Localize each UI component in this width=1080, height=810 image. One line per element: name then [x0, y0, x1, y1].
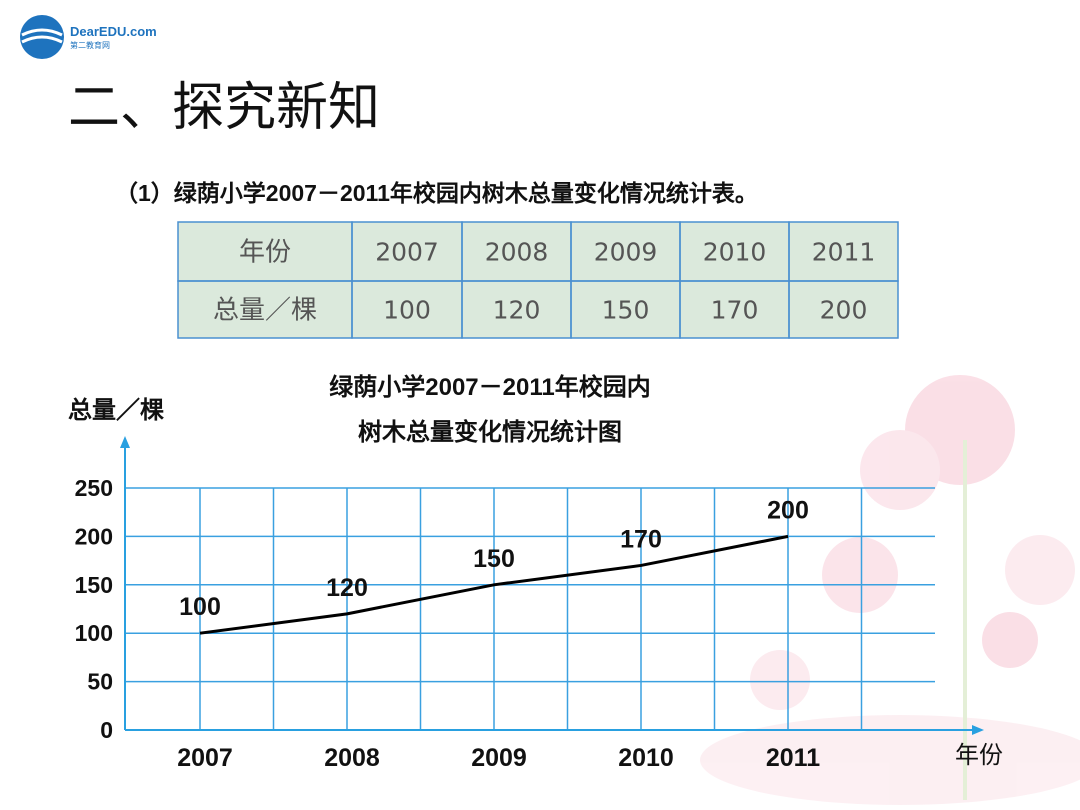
x-axis-label: 年份	[955, 741, 1003, 769]
x-tick-label: 2011	[766, 744, 820, 772]
x-tick-label: 2010	[618, 744, 674, 772]
table-cell-text: 2011	[812, 238, 876, 267]
x-tick-label: 2009	[471, 744, 527, 772]
table: 年份 2007 2008 2009 2010 2011 总量／棵 100 120 150 170 20…	[177, 221, 899, 339]
x-tick-label: 2007	[177, 744, 233, 772]
table-cell-text: 总量／棵	[213, 296, 317, 326]
table-cell-text: 2010	[703, 238, 767, 267]
data-label: 100	[179, 593, 221, 621]
data-line	[199, 534, 789, 635]
chart-title: 绿荫小学2007－2011年校园内	[329, 373, 650, 401]
table-cell-text: 170	[711, 296, 759, 325]
flowers	[700, 375, 1080, 805]
y-tick-label: 50	[87, 669, 113, 695]
y-axis-label: 总量／棵	[68, 396, 164, 424]
logo: DearEDU.com 第二教育网	[20, 15, 157, 59]
y-tick-label: 200	[75, 523, 113, 549]
chart-title: 树木总量变化情况统计图	[358, 418, 622, 446]
table-caption: （1）绿荫小学2007－2011年校园内树木总量变化情况统计表。	[115, 180, 758, 206]
y-tick-label: 250	[75, 475, 113, 501]
y-tick-label: 150	[75, 572, 113, 598]
table-cell-text: 年份	[239, 238, 291, 268]
table-cell-text: 2007	[375, 238, 439, 267]
table-cell-text: 120	[493, 296, 541, 325]
table-cell-text: 2008	[485, 238, 549, 267]
x-axis-arrow	[972, 725, 984, 735]
table-cell-text: 150	[602, 296, 650, 325]
x-tick-label: 2008	[324, 744, 380, 772]
table-cell-text: 200	[820, 296, 868, 325]
table-cell	[788, 280, 899, 339]
y-axis-arrow	[120, 436, 130, 448]
data-label: 120	[326, 574, 368, 602]
data-label: 200	[767, 496, 809, 524]
table-bg	[178, 222, 898, 338]
data-label: 150	[473, 545, 515, 573]
logo-subname: 第二教育网	[70, 40, 110, 50]
y-tick-label: 100	[75, 620, 113, 646]
y-tick-label: 0	[100, 717, 113, 743]
table-cell-text: 2009	[594, 238, 658, 267]
heading: 二、探究新知	[68, 78, 380, 138]
table-cell-text: 100	[383, 296, 431, 325]
logo-name: DearEDU.com	[70, 24, 157, 39]
data-label: 170	[620, 525, 662, 553]
